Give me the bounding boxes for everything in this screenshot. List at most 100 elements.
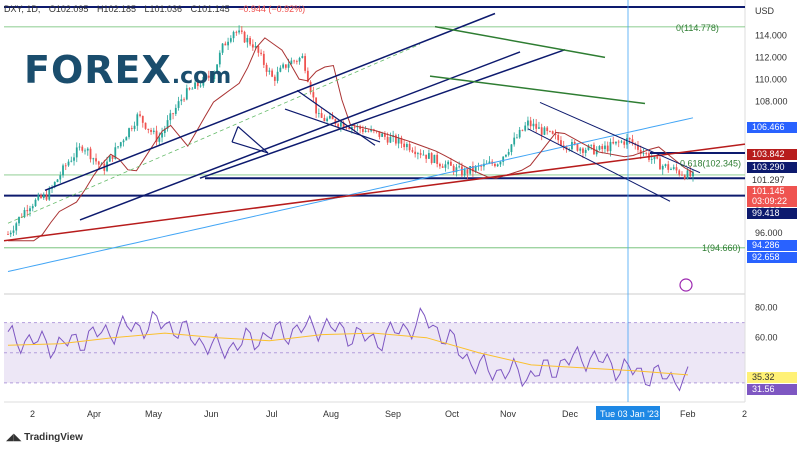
candle-body — [12, 230, 15, 233]
candle-body — [516, 137, 518, 139]
candle-body — [364, 130, 367, 132]
candle-body — [202, 76, 205, 86]
candle-body — [667, 164, 670, 170]
channel-upper — [44, 12, 496, 191]
candle-body — [53, 182, 56, 188]
candle-body — [527, 120, 529, 126]
candle-body — [9, 232, 12, 235]
candle-body — [194, 82, 196, 89]
candle-body — [494, 163, 496, 167]
crosshair-date-label: Tue 03 Jan '23 — [600, 409, 659, 419]
candle-body — [221, 43, 224, 53]
candle-body — [496, 164, 499, 167]
ma-200-line — [7, 117, 694, 273]
candle-body — [40, 195, 42, 199]
candle-body — [598, 146, 601, 150]
candle-body — [681, 174, 683, 176]
candle-body — [428, 153, 430, 159]
candle-body — [161, 133, 163, 138]
x-axis-label: Aug — [323, 409, 339, 419]
candle-body — [166, 120, 169, 129]
alert-icon — [679, 278, 693, 292]
candle-body — [251, 44, 254, 48]
candle-body — [560, 140, 562, 146]
candle-body — [433, 154, 436, 164]
x-axis-label: Apr — [87, 409, 101, 419]
candle-body — [678, 170, 681, 175]
price-tag-label: 103.290 — [752, 162, 785, 172]
candle-body — [207, 75, 210, 78]
candle-body — [111, 155, 114, 159]
price-axis-label: 96.000 — [755, 228, 783, 238]
price-axis-label: 112.000 — [755, 52, 787, 62]
candle-body — [378, 131, 381, 137]
candle-body — [243, 31, 246, 43]
candle-body — [601, 146, 604, 150]
candle-body — [81, 146, 84, 151]
candle-body — [273, 76, 276, 81]
candle-body — [139, 114, 141, 116]
candle-body — [42, 194, 45, 199]
candle-body — [612, 141, 615, 144]
candle-body — [169, 113, 172, 121]
candle-body — [480, 165, 483, 167]
price-tag-label: 03:09:22 — [752, 196, 787, 206]
price-tag — [747, 240, 797, 251]
candle-body — [86, 148, 89, 151]
candle-body — [620, 141, 623, 143]
candle-body — [595, 149, 598, 155]
candle-body — [320, 113, 323, 118]
candle-body — [73, 157, 75, 161]
price-tag — [747, 162, 797, 173]
candle-body — [59, 175, 62, 180]
candle-body — [64, 165, 67, 167]
price-tag — [747, 384, 797, 395]
candle-body — [367, 130, 370, 132]
candle-body — [75, 147, 78, 158]
candle-body — [67, 161, 70, 166]
price-tag — [747, 252, 797, 263]
candle-body — [683, 175, 686, 179]
header-symbol: DXY, 1D, — [4, 4, 41, 14]
candle-body — [339, 122, 342, 127]
tradingview-label: TradingView — [24, 432, 83, 443]
candle-body — [7, 234, 9, 235]
forex-logo: FOREX.com — [24, 48, 231, 92]
candle-body — [463, 169, 466, 176]
header-close: C101.145 — [190, 4, 230, 14]
candle-body — [218, 52, 221, 65]
candle-body — [587, 145, 590, 150]
candle-body — [284, 64, 287, 68]
x-axis-label: May — [145, 409, 163, 419]
rsi-line — [7, 307, 689, 392]
candle-body — [441, 166, 444, 168]
candle-body — [637, 144, 639, 150]
candle-body — [235, 31, 238, 33]
candle-body — [670, 168, 672, 170]
candle-body — [282, 64, 285, 68]
candle-body — [48, 188, 51, 200]
candle-body — [31, 206, 34, 209]
candle-body — [304, 56, 307, 71]
rsi-axis-label: 80.00 — [755, 303, 778, 313]
candle-body — [70, 160, 73, 162]
candle-body — [158, 137, 161, 142]
price-tag-label: 99.418 — [752, 208, 780, 218]
candle-body — [502, 156, 505, 162]
candle-body — [510, 144, 513, 153]
candle-body — [549, 131, 551, 132]
candle-body — [642, 153, 645, 154]
price-tag-label: 94.286 — [752, 240, 780, 250]
price-tag-label: 103.842 — [752, 149, 785, 159]
candle-body — [573, 142, 576, 144]
candle-body — [216, 64, 218, 73]
candle-body — [661, 166, 664, 170]
candle-body — [383, 133, 386, 137]
candle-body — [196, 82, 199, 87]
candle-body — [582, 148, 584, 153]
candle-body — [130, 128, 133, 130]
tradingview-footer[interactable]: ◢◣ TradingView — [6, 432, 83, 443]
candle-body — [450, 161, 452, 166]
candle-body — [262, 53, 265, 65]
flag-1-side — [296, 89, 376, 146]
